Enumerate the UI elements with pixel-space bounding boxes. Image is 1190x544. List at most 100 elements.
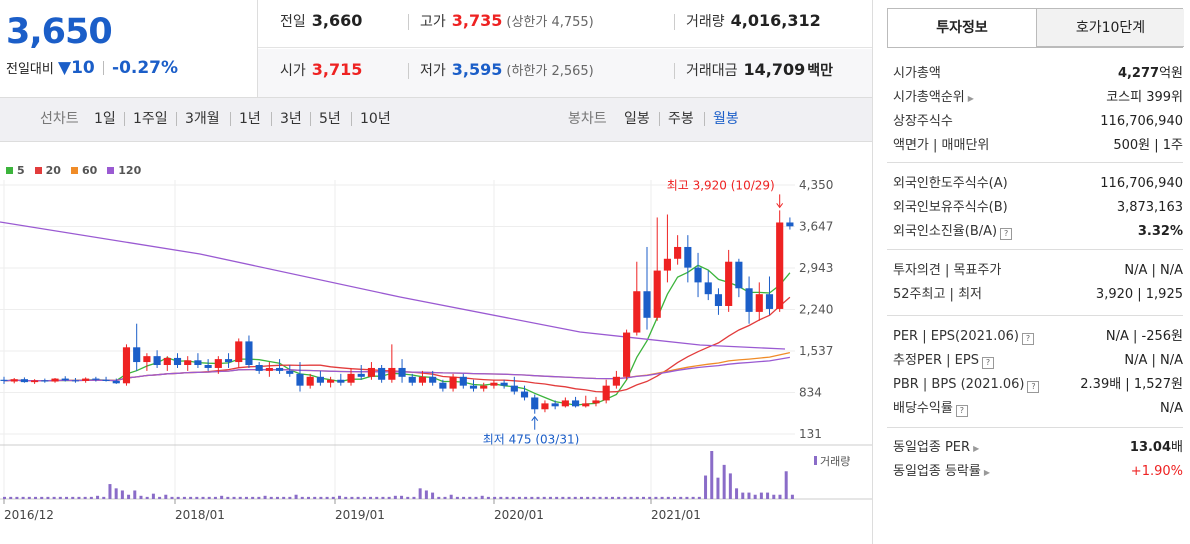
volume-bar [139,495,143,499]
legend-label: 120 [118,164,142,177]
info-value: 2.39배 | 1,527원 [1080,373,1183,397]
info-value-text: N/A [1160,401,1183,416]
help-icon[interactable]: ? [1027,381,1040,393]
quote-label: 거래대금 [686,63,738,79]
info-value: N/A | -256원 [1106,325,1183,349]
divider [176,112,177,126]
period-option[interactable]: 3년 [280,111,302,127]
volume-bar [9,496,13,499]
volume-bar [400,495,404,499]
volume-bar [660,496,664,499]
candle-body [92,378,100,380]
candle-body [367,367,376,377]
volume-bar [716,477,720,499]
help-icon[interactable]: ? [955,405,968,417]
legend-swatch [107,167,115,174]
volume-legend-label: 거래량 [820,455,850,468]
info-label[interactable]: 동일업종 PER ▶ [893,436,979,461]
candle-body [173,357,182,366]
tab-orderbook-10[interactable]: 호가10단계 [1036,9,1184,47]
info-label: 외국인소진율(B/A)? [893,220,1013,244]
volume-bar [319,496,323,499]
volume-bar [468,496,472,499]
help-icon[interactable]: ? [1021,333,1034,345]
candle-period-option[interactable]: 월봉 [713,111,739,127]
volume-bar [65,496,69,499]
volume-bar [642,496,646,499]
candle-body [20,379,28,383]
candle-body [449,376,457,389]
candle-body [153,356,161,366]
info-value: +1.90% [1131,460,1183,484]
ma-line-120 [3,356,791,382]
low-annotation: 최저 475 (03/31) [483,433,580,447]
candle-body [551,403,559,407]
volume-bar [610,496,614,499]
volume-bar [108,484,112,499]
volume-bar [34,496,38,499]
period-option[interactable]: 1일 [94,111,116,127]
period-option[interactable]: 3개월 [185,111,220,127]
period-option[interactable]: 5년 [319,111,341,127]
chevron-right-icon: ▶ [973,444,980,453]
chevron-right-icon: ▶ [967,94,974,103]
info-unit: 배 [1171,440,1183,455]
volume-bar [151,493,155,499]
change-label: 전일대비 [6,62,54,77]
info-label: PBR | BPS (2021.06)? [893,373,1040,397]
legend-swatch [6,167,13,174]
line-chart-label: 선차트 [40,111,79,127]
volume-bar [561,496,565,499]
volume-bar [288,496,292,499]
candle-body [510,385,518,392]
volume-bar [381,496,385,499]
help-icon[interactable]: ? [981,357,994,369]
candle-body [51,378,59,382]
volume-bar [344,496,348,499]
tab-investment-info[interactable]: 투자정보 [888,9,1036,47]
volume-bar [536,496,540,499]
info-label[interactable]: 시가총액순위 ▶ [893,86,974,111]
info-label[interactable]: 동일업종 등락률 ▶ [893,460,990,485]
candle-body [327,379,335,383]
candle-body [276,367,284,371]
candle-body [388,367,396,380]
candle-body [112,380,120,384]
info-value: 3,920 | 1,925 [1096,283,1183,307]
quote-limit: (하한가 2,565) [506,64,594,79]
candle-body [408,376,416,383]
volume-bar [573,496,577,499]
candle-body [357,373,365,377]
volume-bar [71,496,75,499]
period-option[interactable]: 10년 [360,111,391,127]
candle-period-option[interactable]: 주봉 [668,111,694,127]
period-option[interactable]: 1주일 [133,111,168,127]
info-label-text: 추정PER | EPS [893,353,979,368]
help-icon[interactable]: ? [1000,228,1013,240]
candle-period-option[interactable]: 일봉 [624,111,650,127]
volume-bar [685,496,689,499]
volume-bar [592,496,596,499]
candle-body [245,341,253,366]
candle-body [725,261,733,306]
info-unit: 억원 [1159,66,1183,81]
candle-body [684,246,692,268]
volume-bar [294,494,298,499]
volume-bar [201,496,205,499]
period-option[interactable]: 1년 [239,111,261,127]
info-row: 상장주식수 116,706,940 [893,110,1183,134]
divider [408,14,409,30]
volume-bar [654,496,658,499]
quote-value: 3,735 [451,11,503,30]
candle-body [459,376,467,386]
candle-body [10,379,18,382]
info-label: 시가총액 [893,62,941,86]
candle-body [347,373,355,383]
volume-bar [96,495,100,499]
candle-body [418,376,427,383]
volume-bar [635,496,639,499]
candle-body [633,291,641,333]
info-label-text: 52주최고 | 최저 [893,287,982,302]
quote-cell: 시가 3,715 [280,49,362,97]
quote-value: 3,595 [451,60,503,79]
